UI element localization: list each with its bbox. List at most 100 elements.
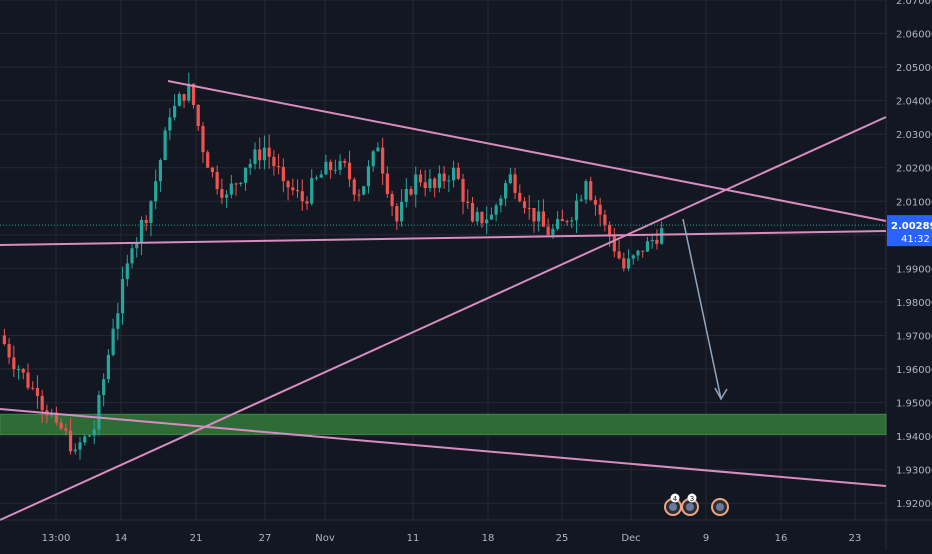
- y-tick-label: 1.96000: [896, 365, 932, 376]
- event-icon[interactable]: [711, 498, 729, 516]
- candle: [329, 159, 333, 179]
- candle: [622, 252, 626, 272]
- y-tick-label: 1.98000: [896, 298, 932, 309]
- candle-body: [220, 189, 224, 198]
- candle: [78, 437, 82, 460]
- candle-body: [593, 199, 598, 205]
- candle-body: [277, 166, 281, 168]
- candle: [333, 159, 337, 175]
- candle-body: [144, 219, 148, 223]
- candle: [210, 166, 215, 178]
- candle: [267, 134, 271, 169]
- event-badge-count: 4: [673, 495, 678, 503]
- candle: [570, 216, 574, 229]
- candle-body: [518, 192, 522, 202]
- candle: [182, 93, 186, 108]
- candle: [206, 149, 210, 168]
- candle: [433, 176, 437, 198]
- candle-body: [234, 183, 238, 185]
- y-tick-label: 1.93000: [896, 466, 932, 477]
- candle: [59, 418, 63, 431]
- candle: [229, 174, 233, 199]
- flag-icon: [716, 503, 724, 511]
- candle: [68, 418, 73, 455]
- candle: [409, 186, 413, 197]
- x-tick-label: 16: [775, 533, 788, 544]
- candle-body: [456, 167, 460, 179]
- candle-body: [560, 219, 564, 222]
- candle-body: [428, 178, 432, 189]
- event-icon[interactable]: 4: [664, 493, 682, 516]
- forecast-arrow: [682, 218, 728, 401]
- candle-body: [385, 173, 389, 194]
- candle-body: [437, 173, 441, 188]
- candles: [2, 72, 664, 460]
- candle: [385, 166, 389, 198]
- candle: [593, 195, 598, 216]
- x-tick-label: 27: [259, 533, 272, 544]
- candle: [485, 206, 489, 235]
- candle-body: [329, 161, 333, 170]
- candle: [201, 122, 205, 163]
- candle-body: [154, 181, 158, 202]
- candle-body: [650, 239, 654, 242]
- y-tick-label: 2.07000: [896, 0, 932, 7]
- x-tick-label: Dec: [621, 533, 640, 544]
- y-tick-label: 1.92000: [896, 499, 932, 510]
- candle-body: [381, 147, 385, 174]
- candle: [87, 434, 92, 438]
- y-tick-label: 2.02000: [896, 164, 932, 175]
- candle-body: [267, 147, 271, 157]
- y-axis: 1.92000 1.93000 1.94000 1.95000 1.96000 1.970…: [896, 0, 932, 510]
- candle: [537, 200, 541, 232]
- candle-body: [97, 395, 101, 430]
- candle: [612, 228, 616, 258]
- candle-body: [139, 219, 144, 243]
- candle-body: [470, 202, 475, 222]
- candle: [154, 169, 158, 210]
- candle-body: [574, 200, 579, 221]
- candle: [92, 420, 96, 445]
- candle-body: [40, 395, 44, 411]
- candle: [120, 266, 125, 325]
- x-tick-label: 14: [115, 533, 128, 544]
- candle: [144, 215, 148, 231]
- candle-body: [149, 201, 153, 223]
- candle: [437, 165, 441, 193]
- candle-body: [319, 174, 323, 178]
- candle: [366, 160, 371, 194]
- candle-body: [532, 208, 536, 222]
- candle: [196, 104, 200, 131]
- event-badge-count: 3: [690, 495, 694, 503]
- flag-icon: [669, 503, 677, 511]
- candle-body: [196, 104, 200, 127]
- candle: [158, 158, 163, 192]
- candle-body: [239, 182, 243, 184]
- candle-body: [347, 162, 352, 180]
- forecast-arrow-head: [714, 387, 728, 401]
- event-icon[interactable]: 3: [681, 493, 699, 516]
- candle: [418, 169, 423, 187]
- candle-body: [64, 428, 68, 431]
- candle-body: [626, 258, 631, 269]
- candle: [83, 434, 87, 446]
- candle: [26, 363, 30, 390]
- candle-body: [78, 442, 82, 450]
- candle: [584, 179, 588, 204]
- candle: [541, 199, 546, 227]
- candle: [631, 254, 635, 265]
- candle: [489, 207, 494, 221]
- candle: [116, 302, 120, 341]
- price-badge: [887, 215, 932, 247]
- candle-body: [579, 199, 583, 201]
- candle-body: [546, 226, 550, 235]
- candle-body: [475, 211, 479, 222]
- candle-body: [163, 130, 167, 160]
- candle-body: [253, 149, 257, 164]
- candle-body: [111, 328, 115, 355]
- candle: [466, 189, 470, 209]
- candle-body: [399, 201, 404, 222]
- candle-body: [522, 201, 527, 208]
